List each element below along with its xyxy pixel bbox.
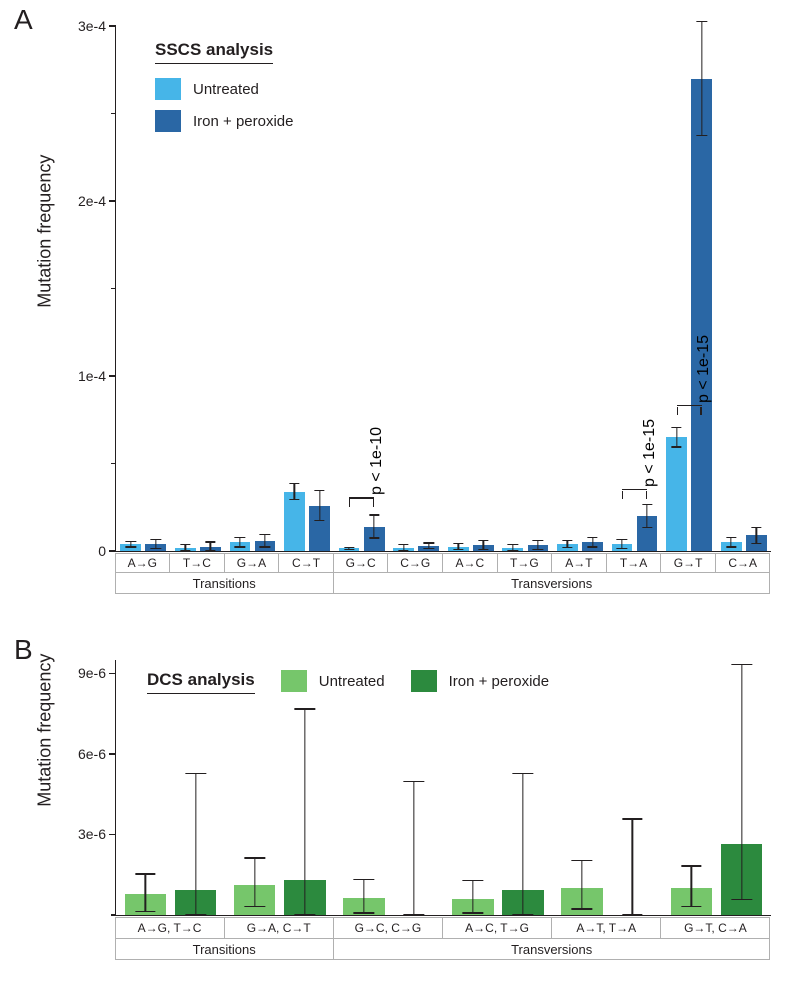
error-bar <box>195 773 196 915</box>
error-bar <box>632 818 633 915</box>
y-tick-label: 9e-6 <box>78 665 116 681</box>
legend-item: Untreated <box>281 670 385 692</box>
legend-label: Untreated <box>319 673 385 690</box>
error-bar <box>741 664 742 900</box>
error-bar <box>413 781 414 915</box>
category-label: A→G, T→C <box>115 917 225 939</box>
legend-b: DCS analysis Untreated Iron + peroxide <box>147 670 549 708</box>
legend-title: DCS analysis <box>147 670 255 694</box>
category-label: G→C, C→G <box>333 917 443 939</box>
y-tick <box>111 914 116 916</box>
panel-b-chart: 3e-66e-69e-6Mutation frequencyA→G, T→CG→… <box>0 0 796 984</box>
group-label: Transitions <box>115 938 334 960</box>
category-label: G→T, C→A <box>660 917 770 939</box>
category-label: A→T, T→A <box>551 917 661 939</box>
error-bar <box>691 865 692 907</box>
error-bar <box>523 773 524 915</box>
category-label: G→A, C→T <box>224 917 334 939</box>
group-label: Transversions <box>333 938 771 960</box>
error-bar <box>581 860 582 910</box>
y-tick-label: 6e-6 <box>78 746 116 762</box>
legend-swatch <box>411 670 437 692</box>
legend-label: Iron + peroxide <box>449 673 549 690</box>
category-label: A→C, T→G <box>442 917 552 939</box>
y-axis-title: Mutation frequency <box>35 653 56 806</box>
legend-item: Iron + peroxide <box>411 670 549 692</box>
error-bar <box>254 857 255 907</box>
error-bar <box>472 880 473 914</box>
error-bar <box>304 708 305 915</box>
y-tick-label: 3e-6 <box>78 826 116 842</box>
error-bar <box>145 873 146 912</box>
legend-swatch <box>281 670 307 692</box>
error-bar <box>363 879 364 914</box>
